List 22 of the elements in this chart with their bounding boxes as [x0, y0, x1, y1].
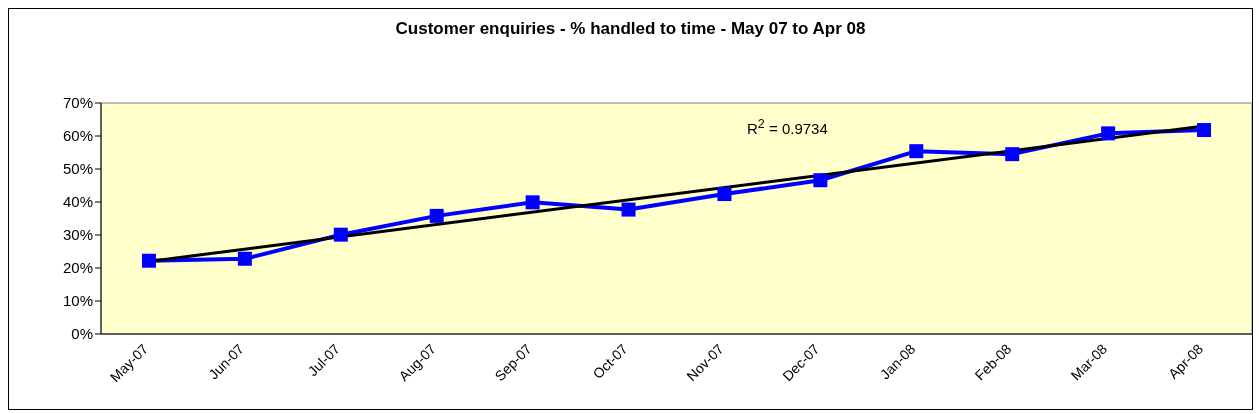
y-tick-label: 0%	[71, 325, 93, 343]
y-tick-label: 20%	[62, 259, 93, 277]
y-tick-label: 30%	[62, 226, 93, 244]
point	[141, 253, 156, 268]
point	[237, 251, 252, 266]
point	[813, 173, 828, 188]
y-tick-label: 10%	[62, 292, 93, 310]
y-tick-label: 60%	[62, 127, 93, 145]
point	[333, 227, 348, 242]
point	[621, 202, 636, 217]
annotation: R$^{2}$ = 0.9734	[747, 117, 828, 137]
point	[525, 195, 540, 210]
y-tick-label: 70%	[62, 94, 93, 112]
point	[1005, 147, 1020, 162]
point	[1197, 123, 1212, 138]
y-tick-label: 50%	[62, 160, 93, 178]
point	[909, 144, 924, 159]
point	[717, 187, 732, 202]
point	[429, 208, 444, 223]
point	[1101, 126, 1116, 141]
chart-title: Customer enquiries - % handled to time - May 07 to Apr 08	[394, 19, 867, 39]
y-tick-label: 40%	[62, 193, 93, 211]
